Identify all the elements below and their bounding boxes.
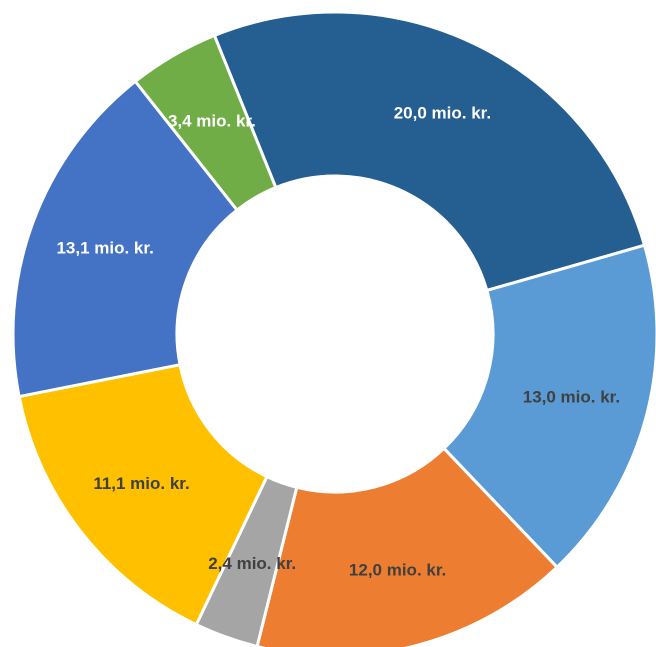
slice-label-5: 13,1 mio. kr.: [56, 239, 153, 258]
slice-label-6: 3,4 mio. kr.: [168, 112, 256, 131]
slice-label-4: 11,1 mio. kr.: [93, 474, 189, 493]
slice-0: [212, 10, 647, 293]
slice-5: [11, 79, 240, 399]
labels-layer: 20,0 mio. kr. 13,0 mio. kr. 12,0 mio. kr. 2…: [56, 103, 620, 579]
slices-layer: [11, 10, 656, 647]
slice-label-0: 20,0 mio. kr.: [394, 103, 491, 122]
slice-4: [17, 362, 269, 627]
slice-label-1: 13,0 mio. kr.: [523, 388, 620, 407]
slice-6: [133, 33, 278, 213]
slice-2: [255, 446, 560, 647]
slice-1: [441, 243, 656, 570]
slice-label-2: 12,0 mio. kr.: [349, 560, 446, 579]
slice-label-3: 2,4 mio. kr.: [208, 554, 296, 573]
